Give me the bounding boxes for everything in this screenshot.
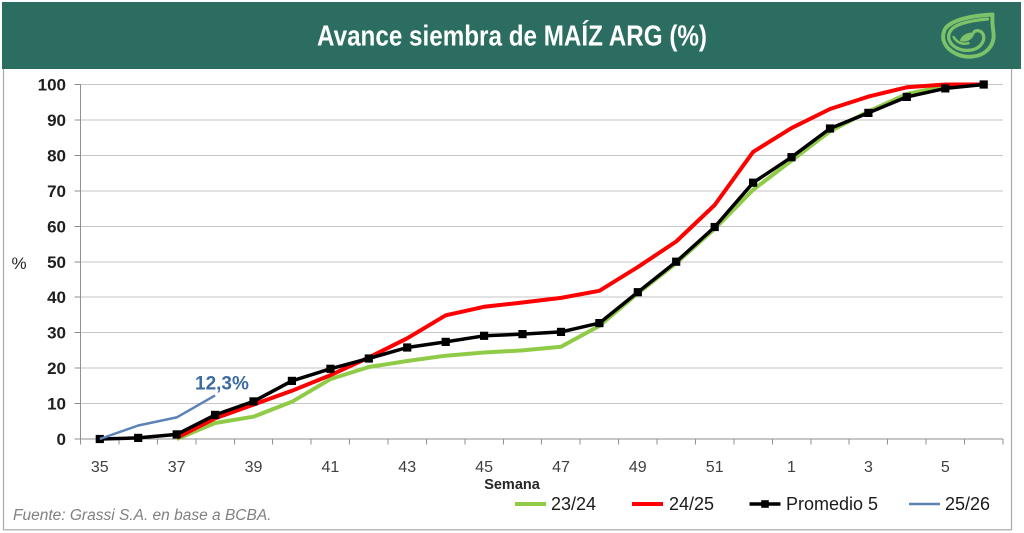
svg-text:37: 37 bbox=[168, 459, 186, 476]
svg-text:1: 1 bbox=[787, 459, 796, 476]
svg-text:Promedio 5: Promedio 5 bbox=[786, 494, 878, 514]
svg-text:3: 3 bbox=[864, 459, 873, 476]
svg-text:12,3%: 12,3% bbox=[195, 374, 249, 395]
svg-text:Fuente: Grassi S.A. en base a: Fuente: Grassi S.A. en base a BCBA. bbox=[13, 507, 271, 524]
svg-text:50: 50 bbox=[47, 253, 66, 272]
svg-text:47: 47 bbox=[552, 459, 570, 476]
svg-text:41: 41 bbox=[322, 459, 340, 476]
svg-text:0: 0 bbox=[57, 430, 66, 449]
svg-text:24/25: 24/25 bbox=[669, 494, 714, 514]
svg-text:60: 60 bbox=[47, 217, 66, 236]
svg-text:51: 51 bbox=[706, 459, 724, 476]
svg-text:39: 39 bbox=[245, 459, 263, 476]
svg-text:40: 40 bbox=[47, 288, 66, 307]
svg-text:80: 80 bbox=[47, 146, 66, 165]
svg-text:49: 49 bbox=[629, 459, 647, 476]
svg-text:%: % bbox=[11, 254, 26, 273]
svg-text:5: 5 bbox=[941, 459, 950, 476]
svg-text:35: 35 bbox=[91, 459, 109, 476]
svg-text:70: 70 bbox=[47, 182, 66, 201]
svg-text:100: 100 bbox=[38, 76, 66, 95]
svg-text:23/24: 23/24 bbox=[551, 494, 596, 514]
svg-text:Avance siembra de MAÍZ ARG (%): Avance siembra de MAÍZ ARG (%) bbox=[317, 21, 707, 53]
svg-text:45: 45 bbox=[475, 459, 493, 476]
svg-text:20: 20 bbox=[47, 359, 66, 378]
svg-text:10: 10 bbox=[47, 395, 66, 414]
svg-text:43: 43 bbox=[398, 459, 416, 476]
svg-text:90: 90 bbox=[47, 111, 66, 130]
svg-text:25/26: 25/26 bbox=[945, 494, 990, 514]
svg-text:Semana: Semana bbox=[484, 477, 541, 493]
svg-text:30: 30 bbox=[47, 324, 66, 343]
